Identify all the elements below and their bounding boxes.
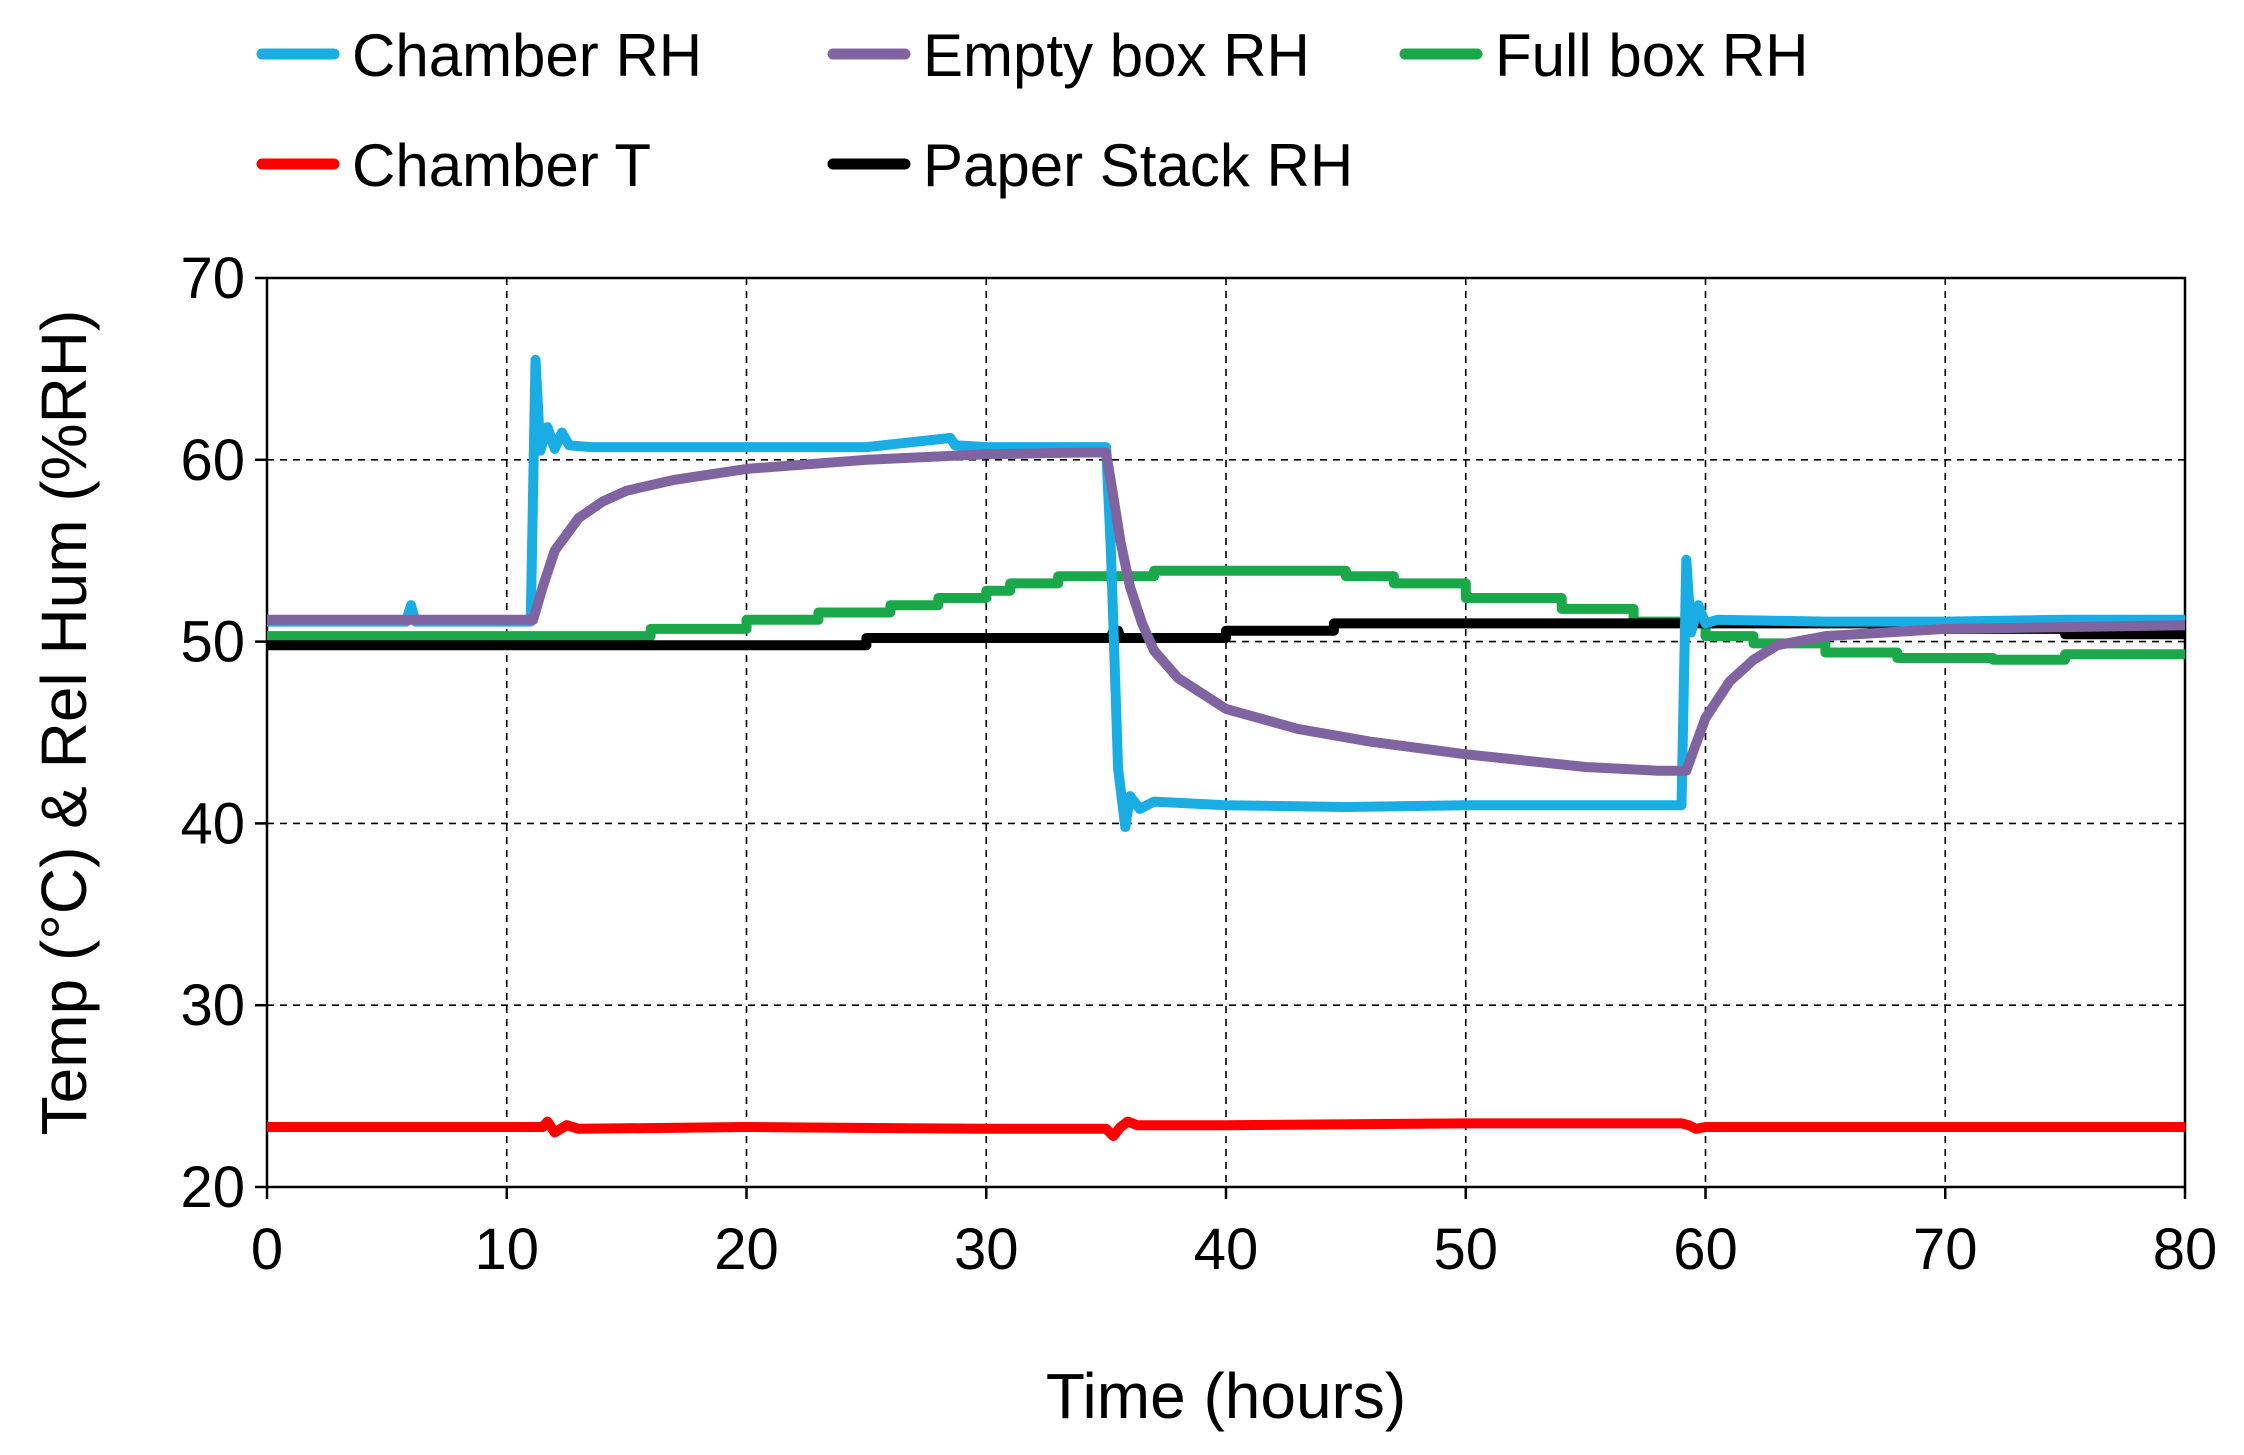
- x-tick-label: 20: [714, 1217, 779, 1282]
- series-line-full-box-rh: [267, 565, 2185, 665]
- x-tick-label: 60: [1673, 1217, 1738, 1282]
- x-tick-label: 80: [2153, 1217, 2218, 1282]
- series-line-chamber-t: [267, 1116, 2185, 1142]
- y-axis-title: Temp (°C) & Rel Hum (%RH): [28, 310, 100, 1136]
- legend-label: Full box RH: [1495, 22, 1808, 89]
- legend-item-empty-box-rh: Empty box RH: [827, 22, 1310, 89]
- y-tick-label: 20: [180, 1155, 245, 1220]
- x-tick-label: 40: [1194, 1217, 1259, 1282]
- series-layer: [267, 354, 2186, 1142]
- legend-item-full-box-rh: Full box RH: [1399, 22, 1808, 89]
- x-tick-label: 30: [954, 1217, 1019, 1282]
- legend-label: Empty box RH: [923, 22, 1310, 89]
- y-tick-label: 50: [180, 610, 245, 675]
- y-tick-label: 70: [180, 246, 245, 311]
- x-tick-label: 10: [474, 1217, 539, 1282]
- legend-label: Chamber RH: [352, 22, 702, 89]
- legend-item-chamber-t: Chamber T: [256, 132, 651, 199]
- legend-label: Chamber T: [352, 132, 651, 199]
- axes: 0 10 20 30 40 50 60 70 80 20 30 40 50 60 70: [180, 246, 2217, 1282]
- grid: [267, 278, 2185, 1187]
- y-tick-label: 60: [180, 428, 245, 493]
- y-tick-label: 40: [180, 791, 245, 856]
- legend-item-chamber-rh: Chamber RH: [256, 22, 702, 89]
- x-axis-title: Time (hours): [1046, 1360, 1406, 1432]
- y-tick-label: 30: [180, 973, 245, 1038]
- x-tick-label: 50: [1433, 1217, 1498, 1282]
- legend-item-paper-stack-rh: Paper Stack RH: [827, 132, 1353, 199]
- x-tick-label: 70: [1913, 1217, 1978, 1282]
- x-tick-label: 0: [251, 1217, 283, 1282]
- legend: Chamber RH Empty box RH Full box RH Chamber…: [256, 22, 1808, 199]
- legend-label: Paper Stack RH: [923, 132, 1353, 199]
- series-line-empty-box-rh: [267, 447, 2186, 776]
- series-line-chamber-rh: [267, 354, 2185, 832]
